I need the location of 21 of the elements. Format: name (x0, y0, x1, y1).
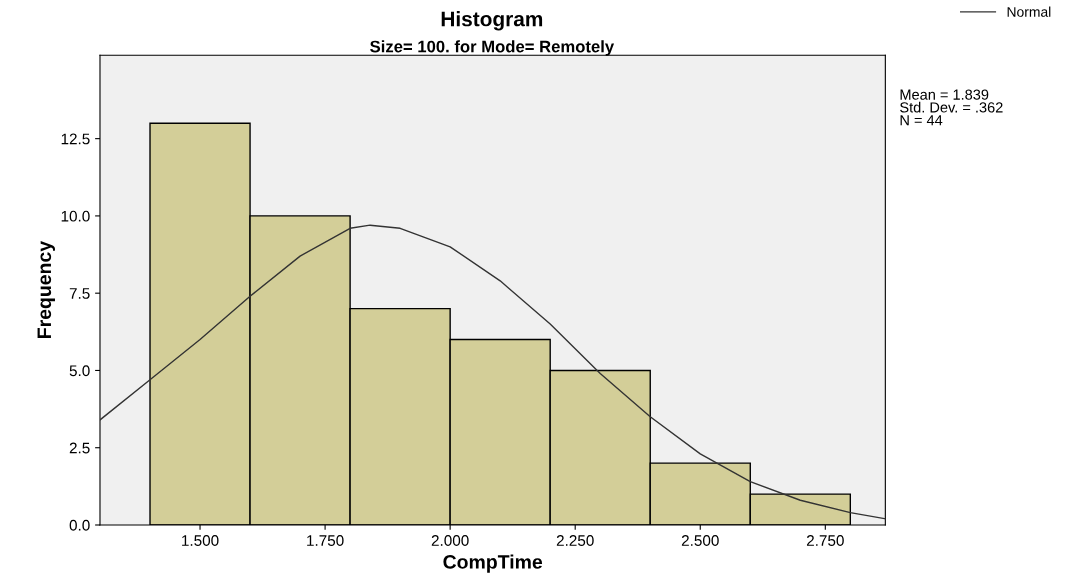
y-tick-label: 7.5 (69, 288, 90, 299)
legend-label: Normal (1007, 6, 1051, 17)
chart-title: Histogram (441, 11, 543, 31)
line-series (99, 224, 886, 520)
chart-subtitle: Size= 100. for Mode= Remotely (370, 40, 615, 56)
text: N = 44 (900, 115, 943, 126)
x-tick-label: 2.750 (806, 535, 844, 546)
y-tick-label: 0.0 (69, 519, 90, 531)
x-tick-label: 1.750 (307, 535, 344, 546)
y-tick-label: 12.5 (61, 133, 90, 145)
x-tick-label: 2.000 (431, 535, 469, 546)
y-tick-label: 5.0 (69, 365, 90, 377)
x-axis-title: CompTime (443, 554, 543, 573)
x-tick-label: 2.500 (681, 535, 719, 546)
text: Std. Dev. = .362 (900, 101, 1003, 113)
x-tick-label: 2.250 (556, 535, 594, 546)
y-tick-label: 10.0 (61, 210, 90, 222)
x-tick-label: 1.500 (182, 535, 219, 546)
y-tick-label: 2.5 (69, 442, 90, 454)
y-axis-title: Frequency (37, 241, 55, 338)
text: Mean = 1.839 (900, 89, 989, 100)
